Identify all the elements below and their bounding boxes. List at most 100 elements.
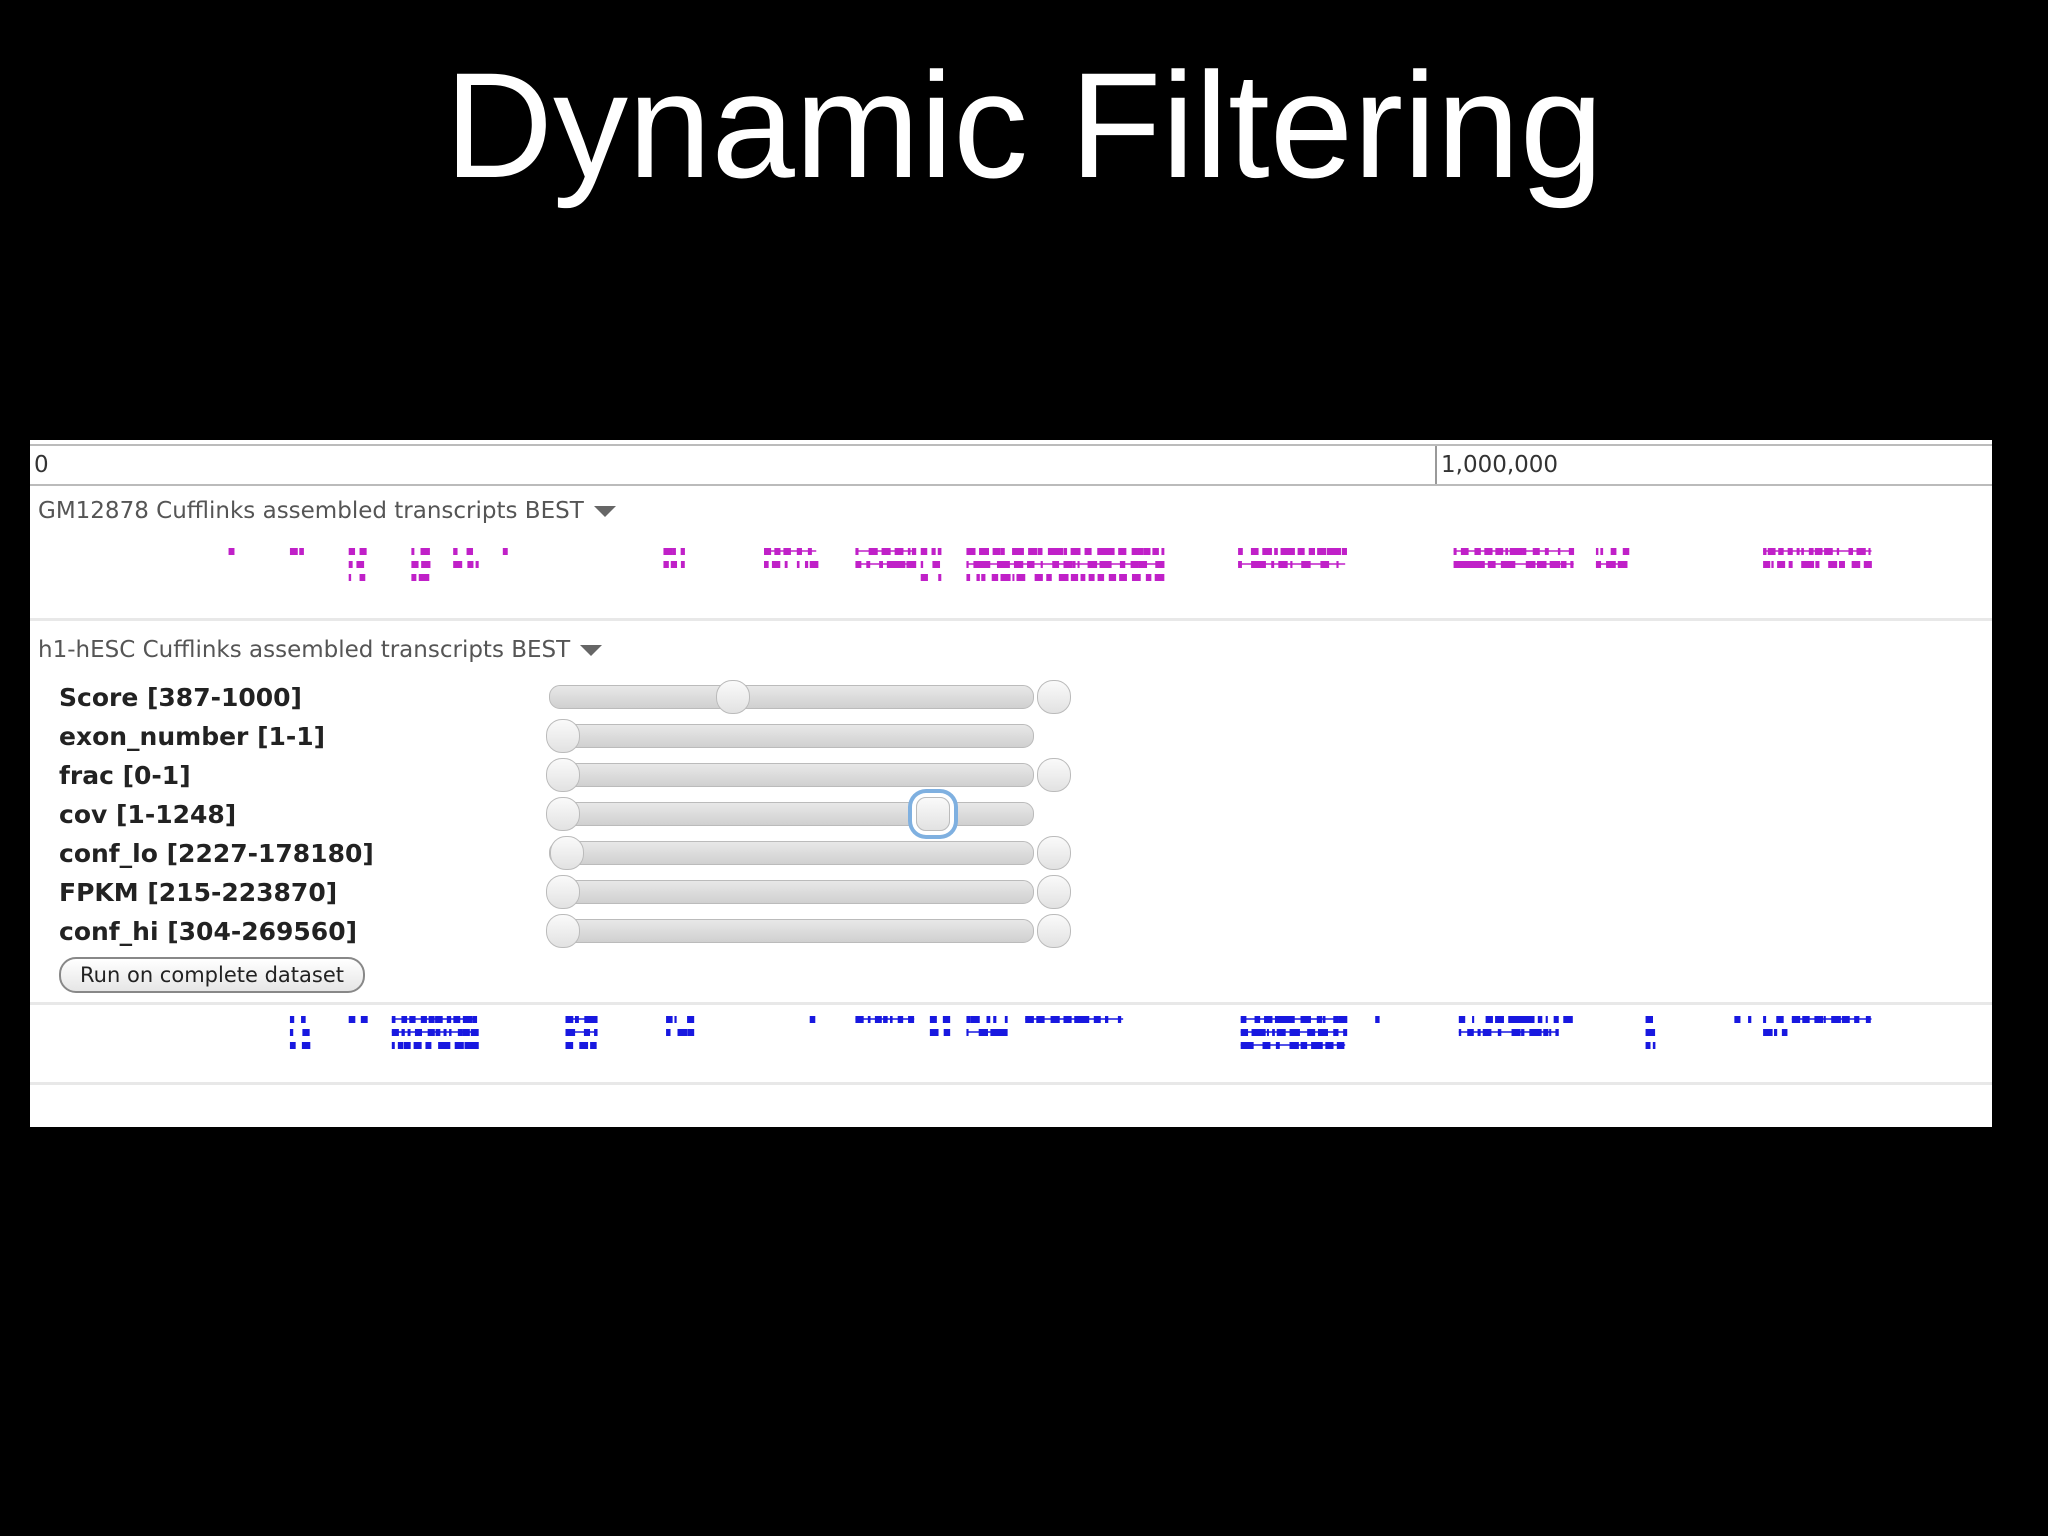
exon — [584, 1016, 593, 1023]
exon — [401, 1016, 408, 1023]
exon — [565, 1029, 576, 1036]
exon — [1087, 561, 1098, 568]
exon — [1606, 561, 1616, 568]
range-slider[interactable] — [549, 680, 1071, 714]
exon — [672, 548, 676, 555]
exon — [920, 561, 924, 568]
exon — [1556, 561, 1561, 568]
slider-handle[interactable] — [546, 758, 580, 792]
exon — [1536, 561, 1547, 568]
exon — [920, 574, 927, 581]
slider-handle[interactable] — [546, 875, 580, 909]
exon — [1820, 548, 1823, 555]
exon — [443, 1042, 451, 1049]
range-slider[interactable] — [549, 836, 1071, 870]
exon — [1467, 1029, 1474, 1036]
exon — [1522, 548, 1527, 555]
exon — [301, 1016, 306, 1023]
exon — [1532, 548, 1540, 555]
track-label[interactable]: h1-hESC Cufflinks assembled transcripts … — [38, 637, 603, 663]
exon — [1529, 1029, 1537, 1036]
exon — [1778, 548, 1784, 555]
range-slider[interactable] — [546, 875, 1071, 909]
exon — [1276, 1029, 1283, 1036]
exon — [1306, 561, 1311, 568]
exon — [937, 548, 942, 555]
exon — [1595, 548, 1599, 555]
exon — [1458, 1029, 1462, 1036]
exon — [1537, 1016, 1543, 1023]
exon — [457, 561, 462, 568]
exon — [764, 561, 769, 568]
slider-handle[interactable] — [546, 797, 580, 831]
exon — [1152, 548, 1159, 555]
filter-label: conf_hi [304-269560] — [59, 917, 358, 946]
exon — [1841, 1016, 1850, 1023]
exon — [457, 1029, 463, 1036]
range-slider[interactable] — [546, 914, 1071, 948]
exon — [302, 1029, 310, 1036]
slider-handle[interactable] — [1037, 836, 1071, 870]
exon — [1458, 1016, 1466, 1023]
slider-handle[interactable] — [1037, 875, 1071, 909]
slide-title: Dynamic Filtering — [444, 41, 1604, 209]
exon — [1238, 561, 1242, 568]
exon — [420, 548, 430, 555]
exon — [680, 561, 685, 568]
exon — [348, 574, 352, 581]
track-label[interactable]: GM12878 Cufflinks assembled transcripts … — [38, 498, 616, 524]
dropdown-arrow[interactable] — [580, 645, 603, 656]
exon — [1145, 574, 1152, 581]
range-slider[interactable] — [546, 758, 1071, 792]
exon — [1808, 561, 1815, 568]
exon — [1025, 1016, 1034, 1023]
exon — [925, 574, 928, 581]
run-button[interactable]: Run on complete dataset — [59, 957, 365, 993]
slider-handle[interactable] — [916, 797, 950, 831]
exon — [409, 1016, 416, 1023]
exon — [855, 561, 862, 568]
exon — [1530, 1016, 1535, 1023]
exon — [443, 1029, 447, 1036]
dropdown-arrow[interactable] — [593, 506, 616, 517]
exon — [420, 1016, 427, 1023]
exon — [348, 1016, 356, 1023]
exon — [1763, 561, 1771, 568]
exon — [1520, 1016, 1529, 1023]
exon — [890, 1016, 893, 1023]
range-slider[interactable] — [546, 719, 1034, 753]
range-slider[interactable] — [546, 797, 1034, 831]
exon — [1326, 548, 1336, 555]
exon — [976, 574, 980, 581]
exon — [1130, 561, 1139, 568]
slider-handle[interactable] — [546, 719, 580, 753]
exon — [910, 561, 917, 568]
slider-handle[interactable] — [1037, 680, 1071, 714]
exon — [301, 1042, 311, 1049]
slider-handle[interactable] — [546, 914, 580, 948]
exon — [306, 1042, 311, 1049]
exon — [1254, 1016, 1261, 1023]
slider-handle[interactable] — [550, 836, 584, 870]
exon — [475, 1029, 479, 1036]
exon — [1040, 1016, 1044, 1023]
exon — [1570, 561, 1574, 568]
exon — [970, 1016, 980, 1023]
slider-handle[interactable] — [1037, 758, 1071, 792]
exon — [1016, 574, 1022, 581]
exon — [1289, 1029, 1297, 1036]
exon — [1052, 561, 1060, 568]
slider-handle[interactable] — [1037, 914, 1071, 948]
exon — [999, 1029, 1008, 1036]
exon — [1323, 1029, 1328, 1036]
exon — [1088, 574, 1095, 581]
exon — [1453, 561, 1463, 568]
exon — [1863, 561, 1872, 568]
exon — [348, 548, 356, 555]
slider-handle[interactable] — [716, 680, 750, 714]
exon — [1458, 561, 1468, 568]
exon — [438, 1042, 446, 1049]
exon — [1511, 1029, 1521, 1036]
exon — [981, 574, 986, 581]
exon — [454, 1042, 464, 1049]
